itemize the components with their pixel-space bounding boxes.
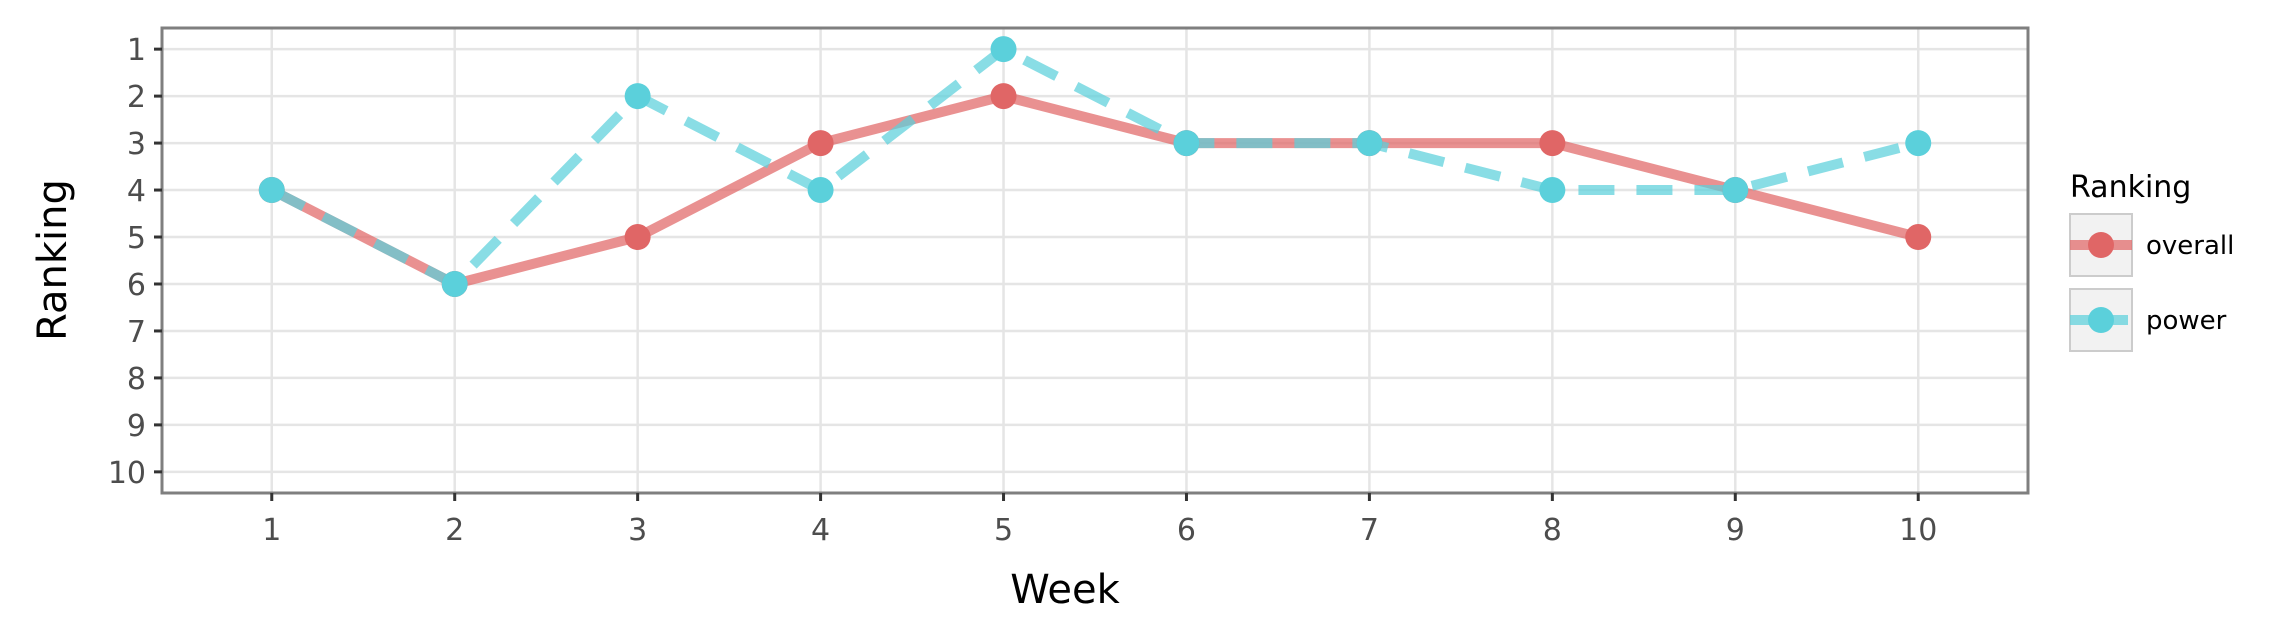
axis-ticks: 1 2 3 4 5 6 7 8 9 10 1 2 3 4 5 6 7 8 9 10 bbox=[108, 33, 1938, 548]
y-tick-label: 2 bbox=[127, 80, 146, 115]
x-tick-label: 4 bbox=[811, 513, 830, 548]
y-tick-label: 3 bbox=[127, 127, 146, 162]
data-point-power bbox=[258, 177, 285, 204]
data-point-power bbox=[990, 36, 1017, 63]
legend-key-point bbox=[2088, 232, 2114, 258]
legend-title: Ranking bbox=[2070, 170, 2191, 205]
panel-border bbox=[160, 26, 2030, 495]
data-point-power bbox=[441, 270, 468, 297]
data-point-power bbox=[1539, 177, 1566, 204]
data-point-power bbox=[1173, 130, 1200, 157]
series-line-overall bbox=[269, 91, 1920, 289]
legend-label: overall bbox=[2146, 231, 2234, 261]
legend-label: power bbox=[2146, 306, 2227, 336]
data-point-power bbox=[1905, 130, 1932, 157]
y-tick-label: 4 bbox=[127, 174, 146, 209]
data-point-power bbox=[1356, 130, 1383, 157]
x-tick-label: 5 bbox=[994, 513, 1013, 548]
data-point-overall bbox=[624, 224, 651, 251]
x-tick-label: 3 bbox=[628, 513, 647, 548]
data-point-power bbox=[807, 177, 834, 204]
y-tick-label: 10 bbox=[108, 456, 146, 491]
y-tick-label: 1 bbox=[127, 33, 146, 68]
legend: Ranking overall power bbox=[2069, 170, 2234, 352]
data-point-power bbox=[624, 83, 651, 110]
data-point-overall bbox=[990, 83, 1017, 110]
legend-key-point bbox=[2088, 307, 2114, 333]
x-tick-label: 9 bbox=[1726, 513, 1745, 548]
y-tick-label: 7 bbox=[127, 315, 146, 350]
series-points bbox=[258, 36, 1932, 297]
x-tick-label: 10 bbox=[1899, 513, 1937, 548]
x-tick-label: 6 bbox=[1177, 513, 1196, 548]
data-point-power bbox=[1722, 177, 1749, 204]
data-point-overall bbox=[1539, 130, 1566, 157]
series-line-power bbox=[269, 44, 1920, 289]
x-tick-label: 7 bbox=[1360, 513, 1379, 548]
data-point-overall bbox=[1905, 224, 1932, 251]
legend-items: overall power bbox=[2069, 213, 2234, 352]
x-tick-label: 1 bbox=[262, 513, 281, 548]
legend-item-power: power bbox=[2069, 288, 2227, 352]
series-lines bbox=[269, 44, 1920, 289]
data-point-overall bbox=[807, 130, 834, 157]
y-tick-label: 9 bbox=[127, 409, 146, 444]
y-axis-title: Ranking bbox=[30, 179, 76, 341]
legend-item-overall: overall bbox=[2069, 213, 2234, 277]
y-tick-label: 5 bbox=[127, 221, 146, 256]
x-axis-title: Week bbox=[1010, 567, 1120, 613]
x-tick-label: 2 bbox=[445, 513, 464, 548]
y-tick-label: 8 bbox=[127, 362, 146, 397]
x-tick-label: 8 bbox=[1543, 513, 1562, 548]
y-tick-label: 6 bbox=[127, 268, 146, 303]
